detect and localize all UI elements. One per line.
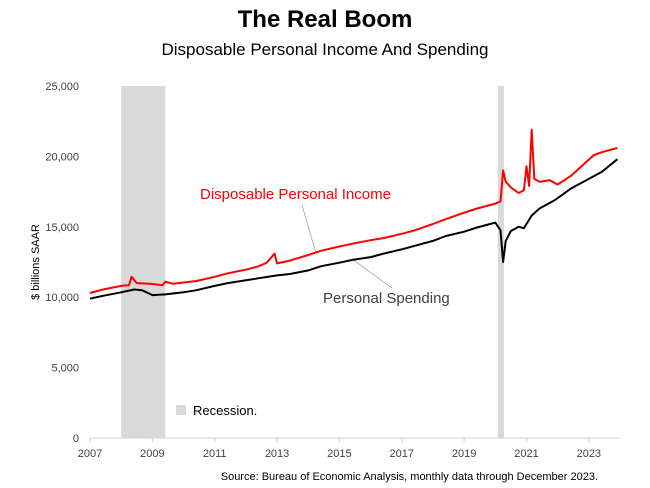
annotation-label-1: Personal Spending <box>323 290 450 307</box>
y-tick-label: 10,000 <box>45 292 79 304</box>
series-line-personal-spending <box>89 158 619 300</box>
axes <box>89 437 620 442</box>
chart-title: The Real Boom <box>237 6 413 33</box>
y-tick-label: 25,000 <box>45 81 79 93</box>
recession-bands <box>121 86 504 438</box>
source-note: Source: Bureau of Economic Analysis, mon… <box>221 471 598 483</box>
x-tick-label: 2007 <box>78 448 102 460</box>
recession-band-1 <box>497 86 504 438</box>
annotations: Disposable Personal Income Personal Spend… <box>200 186 450 307</box>
series-lines <box>89 128 619 300</box>
x-tick-labels: 2007 2009 2011 2013 2015 2017 2019 2021 2023 <box>78 448 601 460</box>
x-tick-label: 2019 <box>452 448 476 460</box>
x-tick-label: 2021 <box>514 448 538 460</box>
x-tick-label: 2013 <box>265 448 289 460</box>
annotation-leader-1 <box>352 258 393 289</box>
x-tick-label: 2023 <box>577 448 601 460</box>
recession-band-0 <box>121 86 166 438</box>
y-tick-labels: 0 5,000 10,000 15,000 20,000 25,000 <box>45 81 79 445</box>
y-tick-label: 20,000 <box>45 151 79 163</box>
x-tick-label: 2009 <box>140 448 164 460</box>
x-tick-label: 2015 <box>327 448 351 460</box>
y-tick-label: 0 <box>73 433 79 445</box>
y-axis-label: $ billions SAAR <box>30 224 42 300</box>
legend-recession-swatch <box>176 405 186 415</box>
annotation-leader-0 <box>301 204 317 254</box>
annotation-leaders <box>301 204 393 289</box>
chart-subtitle: Disposable Personal Income And Spending <box>161 40 489 59</box>
y-tick-label: 5,000 <box>51 363 79 375</box>
y-tick-label: 15,000 <box>45 222 79 234</box>
x-tick-label: 2017 <box>390 448 414 460</box>
x-tick-label: 2011 <box>203 448 227 460</box>
series-line-disposable-income <box>89 128 618 294</box>
legend-recession-label: Recession. <box>193 403 257 418</box>
annotation-label-0: Disposable Personal Income <box>200 186 391 203</box>
